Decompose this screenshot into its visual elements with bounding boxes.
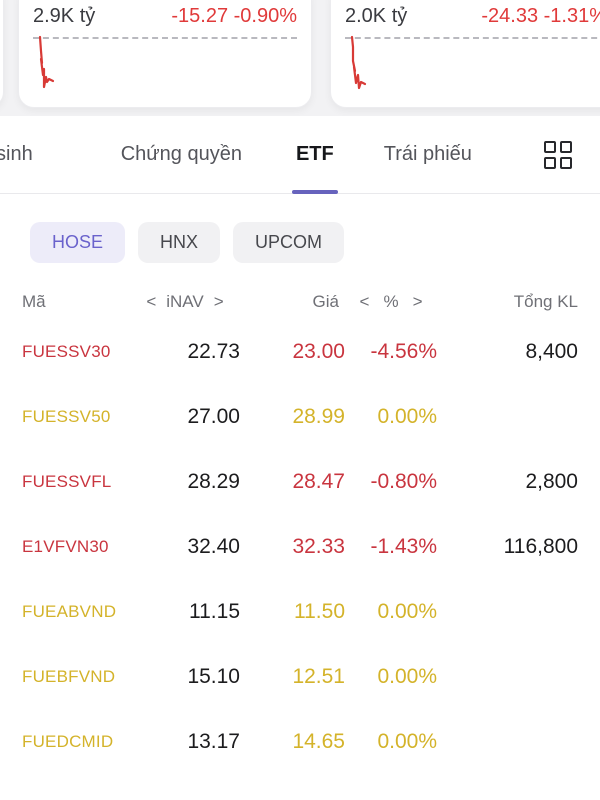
- tab-chung-quyen[interactable]: Chứng quyền: [121, 116, 242, 194]
- tab-phai-sinh-partial[interactable]: sinh: [0, 116, 33, 194]
- chip-hnx[interactable]: HNX: [138, 222, 221, 263]
- price-cell: 23.00: [292, 339, 345, 363]
- table-row[interactable]: FUEDCMID 13.17 14.65 0.00%: [0, 709, 600, 774]
- inav-cell: 28.29: [187, 469, 240, 493]
- percent-cell: 0.00%: [377, 404, 437, 428]
- header-inav-label: iNAV: [166, 292, 204, 311]
- table-row[interactable]: E1VFVN30 32.40 32.33 -1.43% 116,800: [0, 514, 600, 579]
- card-value: 2.9K tỷ: [33, 5, 96, 27]
- card-chart: [345, 35, 600, 99]
- symbol-cell: FUEDCMID: [22, 731, 114, 751]
- reference-dashed-line: [345, 37, 600, 39]
- next-column-chevron-icon[interactable]: >: [213, 292, 224, 311]
- grid-menu-icon[interactable]: [544, 140, 572, 169]
- price-cell: 28.99: [292, 404, 345, 428]
- next-column-chevron-icon[interactable]: >: [412, 292, 423, 311]
- price-cell: 12.51: [292, 664, 345, 688]
- symbol-cell: E1VFVN30: [22, 536, 109, 556]
- tab-label: Trái phiếu: [383, 143, 472, 165]
- inav-cell: 32.40: [187, 534, 240, 558]
- volume-cell: 8,400: [525, 339, 578, 363]
- chip-upcom[interactable]: UPCOM: [233, 222, 345, 263]
- volume-cell: 2,800: [525, 469, 578, 493]
- inav-cell: 22.73: [187, 339, 240, 363]
- table-row[interactable]: FUESSVFL 28.29 28.47 -0.80% 2,800: [0, 449, 600, 514]
- percent-cell: -0.80%: [370, 469, 437, 493]
- tab-label: sinh: [0, 143, 33, 165]
- percent-cell: -1.43%: [370, 534, 437, 558]
- symbol-cell: FUESSVFL: [22, 471, 112, 491]
- table-row[interactable]: FUEBFVND 15.10 12.51 0.00%: [0, 644, 600, 709]
- etf-table: FUESSV30 22.73 23.00 -4.56% 8,400 FUESSV…: [0, 319, 600, 774]
- card-value: 2.0K tỷ: [345, 5, 408, 27]
- tab-etf[interactable]: ETF: [296, 116, 334, 194]
- header-inav: < iNAV >: [130, 292, 240, 312]
- market-cards-strip: 2.9K tỷ -15.27 -0.90% 2.0K tỷ -24.33 -1.…: [0, 0, 600, 116]
- percent-cell: -4.56%: [370, 339, 437, 363]
- red-decline-sparkline-icon: [38, 35, 55, 89]
- volume-cell: 116,800: [503, 534, 578, 558]
- symbol-cell: FUESSV30: [22, 341, 111, 361]
- tab-trai-phieu[interactable]: Trái phiếu: [384, 116, 472, 194]
- header-symbol: Mã: [22, 292, 46, 311]
- market-card-partial-left[interactable]: [0, 0, 4, 108]
- market-card-derivative-1[interactable]: 2.9K tỷ -15.27 -0.90%: [18, 0, 312, 108]
- tab-bar: sinh Chứng quyền ETF Trái phiếu: [0, 116, 600, 194]
- header-percent-label: %: [383, 292, 399, 311]
- tab-label: Chứng quyền: [120, 143, 242, 165]
- percent-cell: 0.00%: [377, 729, 437, 753]
- header-percent: < % >: [345, 292, 437, 312]
- inav-cell: 15.10: [187, 664, 240, 688]
- inav-cell: 11.15: [189, 599, 240, 623]
- header-volume: Tổng KL: [513, 292, 578, 311]
- exchange-filter: HOSE HNX UPCOM: [0, 194, 600, 263]
- reference-dashed-line: [33, 37, 297, 39]
- percent-cell: 0.00%: [377, 599, 437, 623]
- prev-column-chevron-icon[interactable]: <: [146, 292, 157, 311]
- market-card-derivative-2[interactable]: 2.0K tỷ -24.33 -1.31%: [330, 0, 600, 108]
- symbol-cell: FUEBFVND: [22, 666, 116, 686]
- prev-column-chevron-icon[interactable]: <: [359, 292, 370, 311]
- inav-cell: 27.00: [187, 404, 240, 428]
- card-change: -15.27 -0.90%: [171, 5, 297, 27]
- price-cell: 32.33: [292, 534, 345, 558]
- inav-cell: 13.17: [187, 729, 240, 753]
- table-row[interactable]: FUESSV30 22.73 23.00 -4.56% 8,400: [0, 319, 600, 384]
- percent-cell: 0.00%: [377, 664, 437, 688]
- symbol-cell: FUEABVND: [22, 601, 117, 621]
- red-decline-sparkline-icon: [350, 35, 367, 90]
- price-cell: 28.47: [292, 469, 345, 493]
- table-row[interactable]: FUEABVND 11.15 11.50 0.00%: [0, 579, 600, 644]
- price-cell: 14.65: [292, 729, 345, 753]
- table-header: Mã < iNAV > Giá < % > Tổng KL: [0, 285, 600, 319]
- price-cell: 11.50: [294, 599, 345, 623]
- tab-label: ETF: [295, 143, 334, 165]
- chip-hose[interactable]: HOSE: [30, 222, 126, 263]
- table-row[interactable]: FUESSV50 27.00 28.99 0.00%: [0, 384, 600, 449]
- card-change: -24.33 -1.31%: [481, 5, 600, 27]
- symbol-cell: FUESSV50: [22, 406, 111, 426]
- card-chart: [33, 35, 297, 99]
- header-price: Giá: [312, 292, 339, 311]
